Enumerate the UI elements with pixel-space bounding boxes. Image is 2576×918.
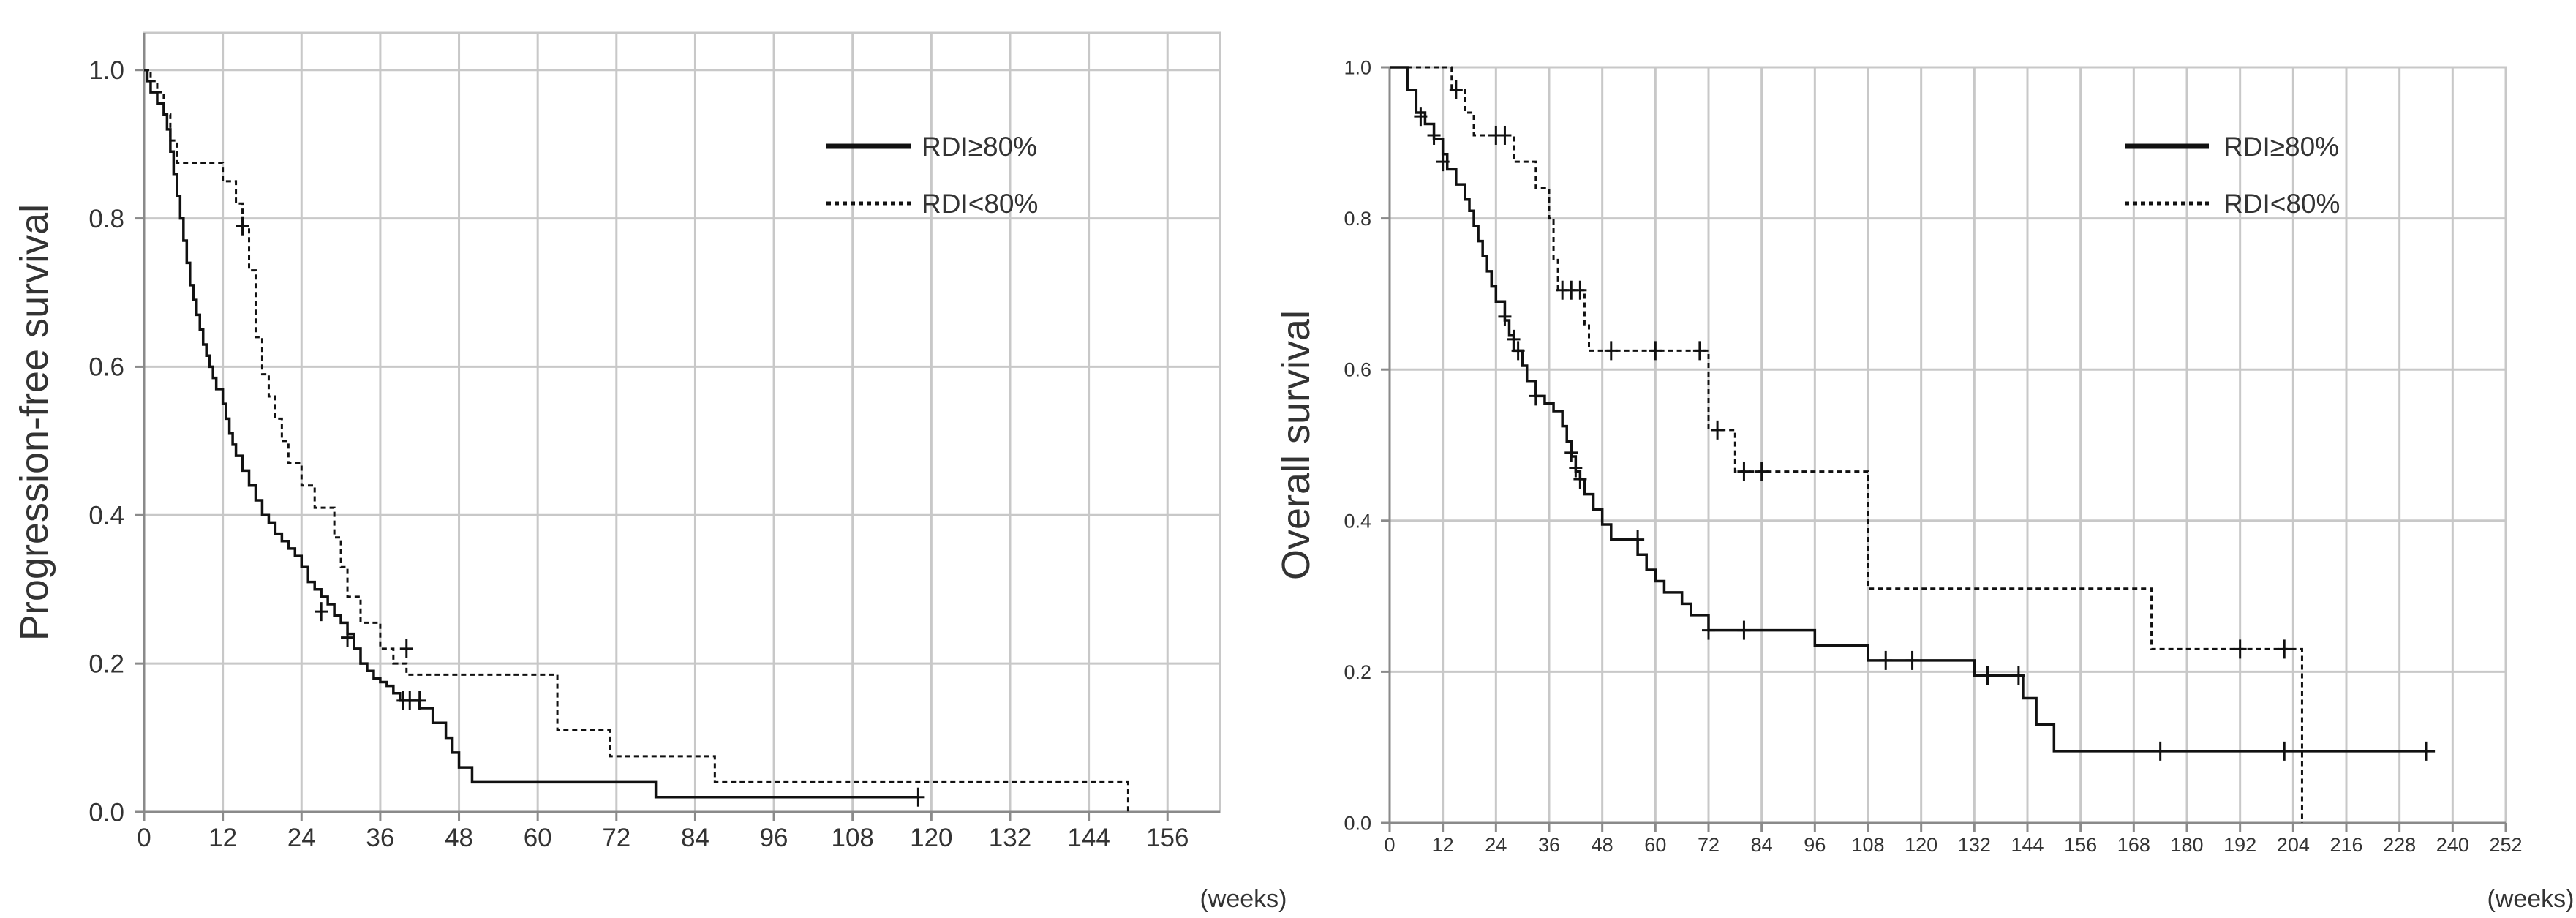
series-rdi-under-80-curve [1390, 66, 2303, 823]
x-tick-label: 96 [760, 824, 788, 852]
x-axis-label: (weeks) [1200, 885, 1287, 913]
x-tick-label: 84 [681, 824, 709, 852]
x-tick-label: 24 [287, 824, 316, 852]
y-tick-label: 0.2 [1344, 661, 1371, 683]
legend-dashed-label: RDI<80% [2223, 189, 2340, 219]
y-tick-label: 0.0 [88, 798, 124, 827]
x-tick-label: 228 [2383, 834, 2416, 856]
y-tick-label: 1.0 [88, 56, 124, 85]
x-tick-label: 12 [208, 824, 237, 852]
series-rdi-80-plus-curve [144, 68, 919, 799]
pfs-panel: 0 12 24 36 48 60 72 84 96 108 120 132 144 156 0.0 0.2 0.… [12, 31, 1287, 913]
x-tick-label: 0 [1384, 834, 1395, 856]
y-axis-label: Overall survival [1274, 310, 1318, 580]
x-tick-label: 108 [832, 824, 874, 852]
x-tick-label: 60 [1644, 834, 1666, 856]
x-tick-label: 72 [1698, 834, 1720, 856]
x-tick-label: 132 [1958, 834, 1991, 856]
x-tick-label: 36 [1538, 834, 1560, 856]
y-tick-label: 0.8 [1344, 208, 1371, 230]
x-tick-label: 24 [1485, 834, 1507, 856]
y-axis-label: Progression-free survival [12, 204, 56, 641]
x-tick-label: 144 [1067, 824, 1110, 852]
x-tick-label: 168 [2117, 834, 2150, 856]
os-panel: 0 12 24 36 48 60 72 84 96 108 120 132 144 156 168 180 19… [1274, 56, 2575, 913]
x-tick-label: 120 [1905, 834, 1937, 856]
x-tick-label: 120 [910, 824, 952, 852]
y-tick-label: 0.8 [88, 205, 124, 233]
plot-area [1388, 66, 2507, 824]
x-tick-label: 36 [366, 824, 394, 852]
legend-dashed-label: RDI<80% [922, 189, 1038, 219]
series-rdi-under-80-curve [144, 69, 1129, 812]
legend: RDI≥80% RDI<80% [826, 132, 1038, 219]
x-tick-label: 216 [2330, 834, 2362, 856]
plot-area [143, 31, 1221, 813]
x-tick-label: 192 [2223, 834, 2256, 856]
y-tick-label: 0.6 [1344, 359, 1371, 381]
x-tick-label: 132 [989, 824, 1031, 852]
x-tick-label: 72 [602, 824, 630, 852]
y-tick-label: 0.6 [88, 353, 124, 382]
x-tick-label: 96 [1804, 834, 1826, 856]
legend-solid-label: RDI≥80% [922, 132, 1037, 162]
x-tick-label: 84 [1751, 834, 1773, 856]
y-tick-label: 1.0 [1344, 56, 1371, 78]
legend: RDI≥80% RDI<80% [2125, 132, 2340, 219]
x-tick-label: 240 [2436, 834, 2469, 856]
y-tick-label: 0.0 [1344, 812, 1371, 834]
legend-solid-label: RDI≥80% [2223, 132, 2339, 162]
x-tick-label: 60 [524, 824, 552, 852]
x-tick-label: 156 [1146, 824, 1189, 852]
x-tick-label: 252 [2489, 834, 2522, 856]
x-tick-label: 144 [2011, 834, 2044, 856]
x-tick-label: 0 [137, 824, 151, 852]
x-tick-label: 48 [1592, 834, 1613, 856]
x-tick-label: 156 [2064, 834, 2097, 856]
y-tick-label: 0.4 [88, 502, 124, 530]
x-axis-label: (weeks) [2487, 885, 2574, 913]
y-tick-label: 0.2 [88, 650, 124, 678]
x-tick-label: 48 [445, 824, 473, 852]
x-tick-label: 180 [2170, 834, 2203, 856]
y-tick-label: 0.4 [1344, 510, 1371, 532]
x-tick-label: 108 [1851, 834, 1884, 856]
x-tick-label: 204 [2277, 834, 2310, 856]
x-tick-label: 12 [1432, 834, 1454, 856]
series-rdi-80-plus-curve [1390, 66, 2436, 753]
